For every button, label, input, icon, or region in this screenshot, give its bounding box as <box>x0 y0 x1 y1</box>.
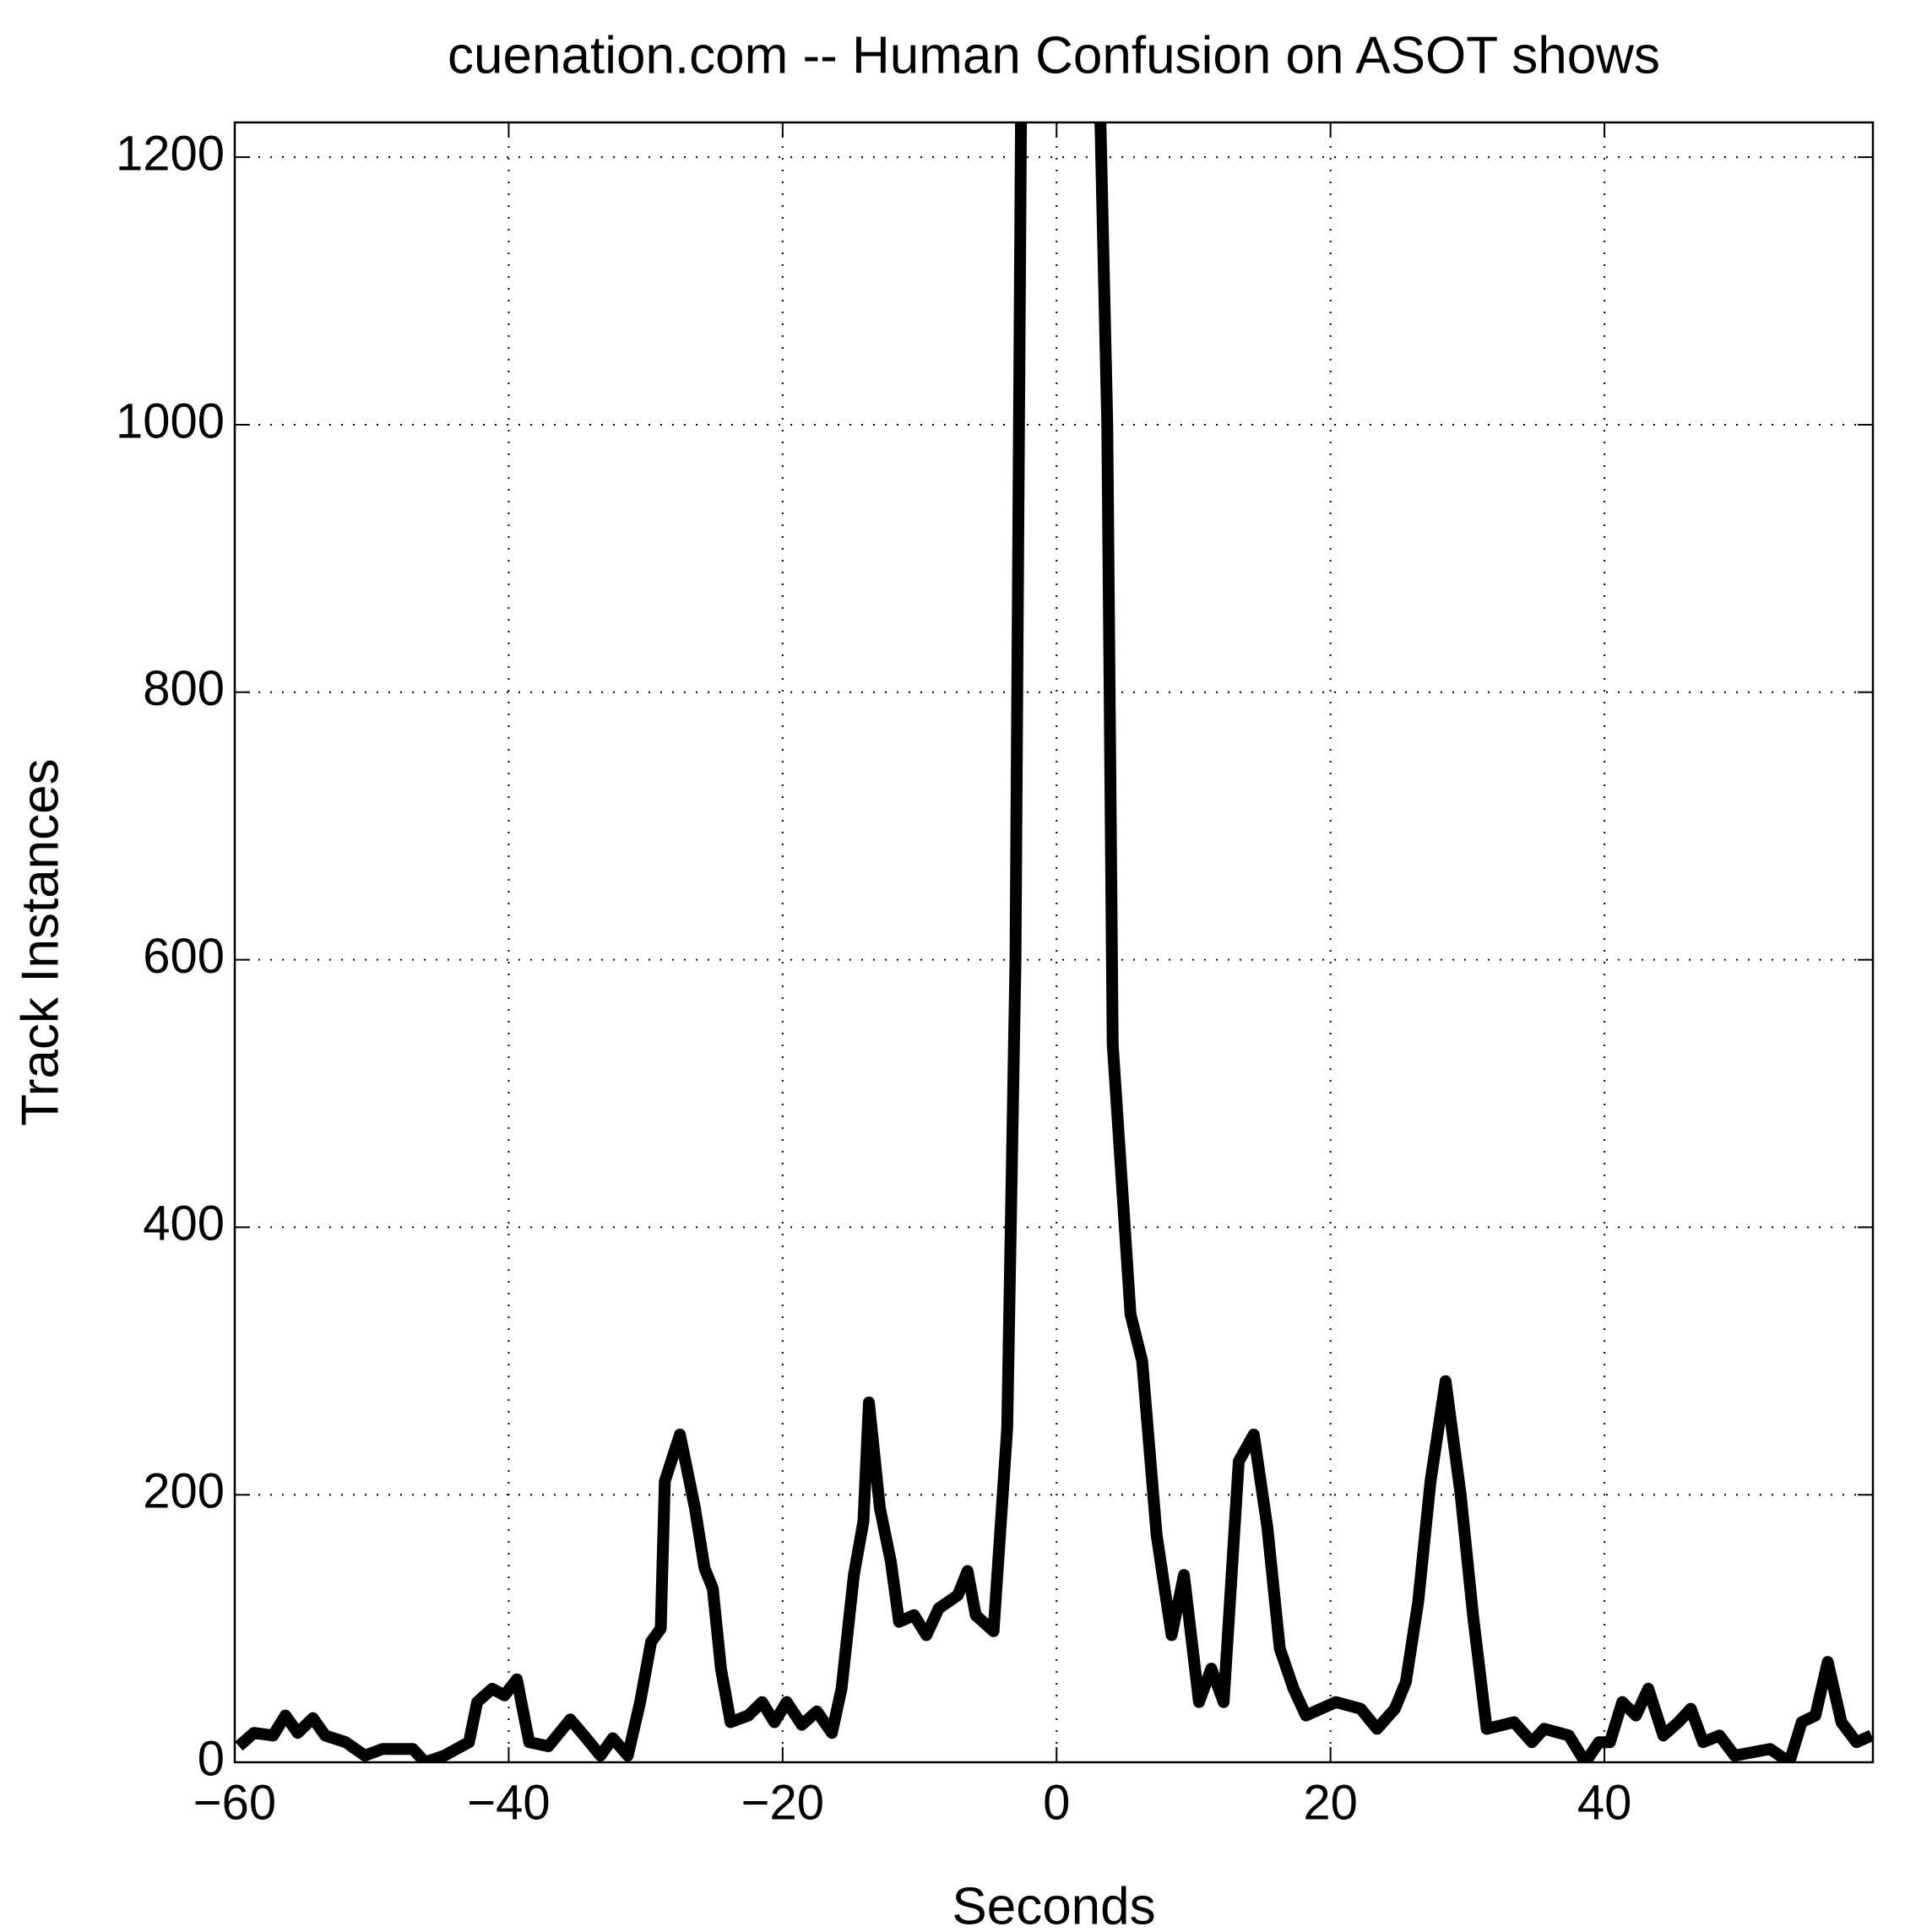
x-tick-label: −60 <box>193 1775 276 1830</box>
x-tick-label: −20 <box>741 1775 824 1830</box>
y-axis-label: Track Instances <box>11 758 69 1126</box>
y-tick-label: 800 <box>143 661 225 716</box>
x-tick-label: −40 <box>467 1775 550 1830</box>
data-line <box>235 122 1873 1762</box>
plot-frame <box>233 121 1875 1764</box>
y-tick-label: 1000 <box>116 393 225 448</box>
y-tick-label: 400 <box>143 1197 225 1251</box>
x-tick-label: 0 <box>1043 1775 1070 1830</box>
x-axis-label: Seconds <box>952 1877 1155 1928</box>
y-tick-label: 0 <box>198 1731 225 1786</box>
y-tick-label: 200 <box>143 1464 225 1519</box>
chart-title: cuenation.com -- Human Confusion on ASOT… <box>448 26 1660 84</box>
y-tick-label: 600 <box>143 929 225 984</box>
x-tick-label: 20 <box>1303 1775 1358 1830</box>
x-tick-label: 40 <box>1577 1775 1632 1830</box>
y-tick-label: 1200 <box>116 127 225 182</box>
plot-area <box>235 122 1873 1762</box>
